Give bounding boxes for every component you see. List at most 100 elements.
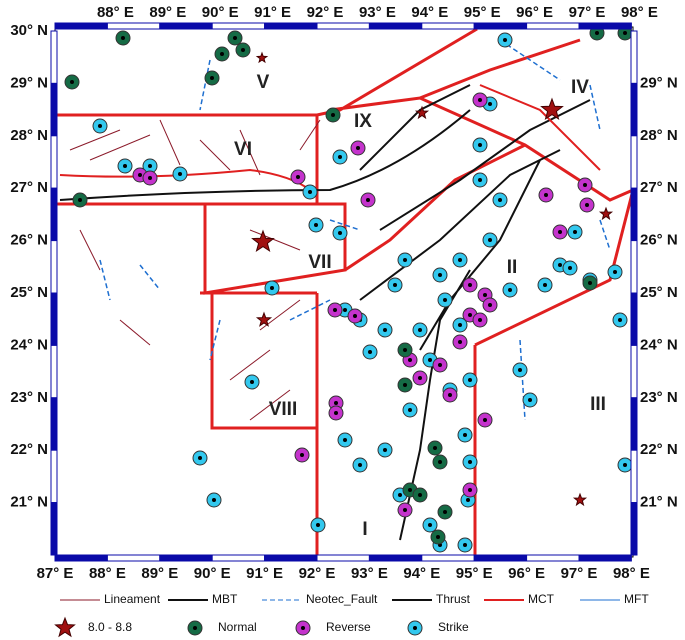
- zone-label: III: [590, 394, 606, 415]
- event-center: [270, 286, 274, 290]
- border-band: [526, 554, 580, 562]
- lineaments: [69, 119, 321, 421]
- border-band: [50, 135, 58, 189]
- x-tick-label: 89° E: [141, 565, 178, 582]
- x-tick-label: 97° E: [569, 4, 606, 21]
- border-band: [421, 554, 475, 562]
- event-center: [301, 626, 305, 630]
- zone-label: IV: [571, 77, 589, 98]
- x-tick-label: 93° E: [359, 4, 396, 21]
- event-center: [458, 323, 462, 327]
- border-band: [316, 554, 370, 562]
- event-center: [568, 266, 572, 270]
- star-marker: [255, 311, 273, 327]
- border-band: [50, 30, 58, 84]
- event-center: [343, 438, 347, 442]
- zone-label: IX: [354, 111, 372, 132]
- zone-label: II: [507, 257, 518, 278]
- event-center: [408, 408, 412, 412]
- star-marker: [414, 105, 430, 120]
- event-center: [314, 223, 318, 227]
- y-tick-label: 21° N: [10, 494, 48, 511]
- event-center: [403, 348, 407, 352]
- legend-label: MCT: [528, 592, 555, 606]
- event-center: [250, 380, 254, 384]
- x-tick-label: 90° E: [194, 565, 231, 582]
- border-band: [50, 502, 58, 556]
- star-marker: [540, 97, 564, 121]
- event-center: [558, 263, 562, 267]
- event-center: [366, 198, 370, 202]
- x-tick-label: 96° E: [508, 565, 545, 582]
- event-center: [418, 328, 422, 332]
- y-tick-label: 25° N: [640, 284, 678, 301]
- event-center: [78, 198, 82, 202]
- event-center: [433, 446, 437, 450]
- event-center: [241, 48, 245, 52]
- frame-border: [50, 22, 638, 562]
- x-tick-label: 88° E: [97, 4, 134, 21]
- event-center: [212, 498, 216, 502]
- border-band: [368, 22, 423, 30]
- event-center: [334, 411, 338, 415]
- event-center: [300, 453, 304, 457]
- event-center: [178, 172, 182, 176]
- markers: [54, 25, 633, 638]
- legend-label: Neotec_Fault: [306, 592, 378, 606]
- event-center: [448, 393, 452, 397]
- event-center: [403, 258, 407, 262]
- legend-label: Strike: [438, 620, 469, 634]
- border-band: [159, 554, 213, 562]
- event-center: [220, 52, 224, 56]
- event-center: [508, 288, 512, 292]
- border-band: [264, 22, 318, 30]
- event-center: [428, 523, 432, 527]
- event-center: [528, 398, 532, 402]
- zone-boundaries: [55, 27, 635, 557]
- event-center: [123, 164, 127, 168]
- event-center: [573, 230, 577, 234]
- event-center: [210, 76, 214, 80]
- event-center: [138, 173, 142, 177]
- x-tick-label: 95° E: [464, 4, 501, 21]
- y-tick-label: 28° N: [640, 127, 678, 144]
- event-center: [393, 283, 397, 287]
- event-center: [233, 36, 237, 40]
- event-center: [558, 230, 562, 234]
- event-center: [383, 328, 387, 332]
- event-center: [503, 38, 507, 42]
- border-band: [50, 344, 58, 399]
- event-center: [408, 488, 412, 492]
- y-tick-label: 22° N: [640, 441, 678, 458]
- border-band: [630, 135, 638, 189]
- border-band: [50, 240, 58, 294]
- event-center: [618, 318, 622, 322]
- event-center: [331, 113, 335, 117]
- event-center: [458, 258, 462, 262]
- star-marker: [255, 51, 269, 64]
- border-band: [578, 554, 632, 562]
- x-tick-label: 98° E: [613, 565, 650, 582]
- y-tick-label: 26° N: [10, 232, 48, 249]
- x-tick-label: 96° E: [516, 4, 553, 21]
- border-band: [630, 449, 638, 504]
- border-band: [106, 554, 161, 562]
- border-band: [106, 22, 161, 30]
- x-tick-label: 97° E: [561, 565, 598, 582]
- border-band: [630, 82, 638, 137]
- zone-label: I: [362, 519, 367, 540]
- y-tick-label: 28° N: [10, 127, 48, 144]
- border-band: [526, 22, 580, 30]
- y-tick-label: 23° N: [640, 389, 678, 406]
- border-band: [630, 30, 638, 84]
- event-center: [443, 510, 447, 514]
- border-band: [54, 22, 108, 30]
- event-center: [418, 493, 422, 497]
- y-tick-label: 22° N: [10, 441, 48, 458]
- event-center: [356, 146, 360, 150]
- y-tick-label: 25° N: [10, 284, 48, 301]
- event-center: [398, 493, 402, 497]
- event-center: [478, 318, 482, 322]
- event-center: [148, 176, 152, 180]
